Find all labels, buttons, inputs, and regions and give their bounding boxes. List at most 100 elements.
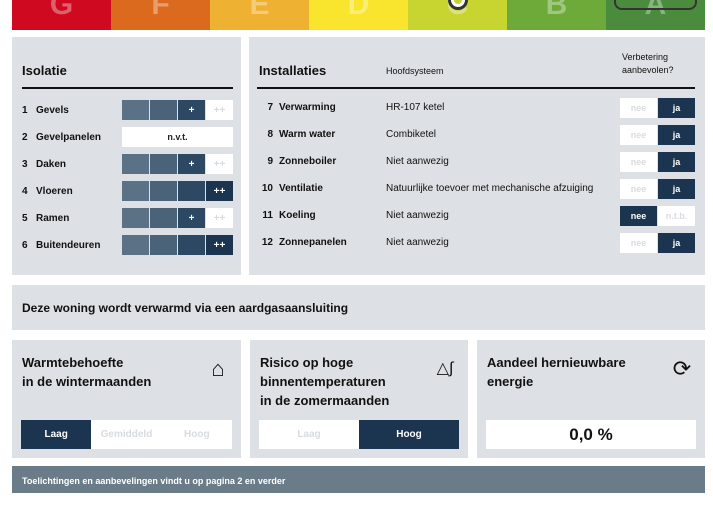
- isolatie-rating: ++: [122, 235, 233, 255]
- row-num: 7: [267, 102, 273, 113]
- label-class-C: C: [408, 0, 507, 30]
- warmte-title: Warmtebehoefte in de wintermaanden: [22, 353, 151, 391]
- rating-cell: ++: [206, 208, 233, 228]
- improvement-nee: nee: [620, 179, 657, 199]
- rating-cell: [150, 154, 177, 174]
- improvement-toggle: nee n.t.b.: [620, 206, 695, 226]
- rating-cell: +: [178, 208, 205, 228]
- isolatie-row: 1 Gevels: [22, 100, 69, 120]
- installatie-row: 8 Warm water Combiketel nee ja: [249, 125, 705, 145]
- row-label: Gevelpanelen: [36, 131, 102, 143]
- rating-cell: ++: [206, 235, 233, 255]
- improvement-nee: nee: [620, 152, 657, 172]
- isolatie-row: 4 Vloeren: [22, 181, 73, 201]
- rating-cell: ++: [206, 100, 233, 120]
- rating-cell: [150, 181, 177, 201]
- row-label: Ventilatie: [279, 183, 323, 194]
- row-label: Verwarming: [279, 102, 336, 113]
- row-system: Combiketel: [386, 129, 437, 140]
- title-line: energie: [487, 374, 534, 389]
- row-number: 4: [22, 185, 28, 197]
- rating-cell: ++: [206, 181, 233, 201]
- installatie-row: 7 Verwarming HR-107 ketel nee ja: [249, 98, 705, 118]
- installaties-panel: Installaties Hoofdsysteem Verbetering aan…: [249, 37, 705, 275]
- improvement-nee: nee: [620, 233, 657, 253]
- rating-cell: [178, 235, 205, 255]
- installaties-title: Installaties: [259, 63, 327, 78]
- improvement-toggle: nee ja: [620, 179, 695, 199]
- risico-panel: Risico op hoge binnentemperaturen in de zo…: [250, 340, 468, 458]
- isolatie-panel: Isolatie 1 Gevels + ++ 2 Gevelpanelen n.v.t. 3 D…: [12, 37, 241, 275]
- rating-cell: [122, 181, 149, 201]
- isolatie-row: 6 Buitendeuren: [22, 235, 100, 255]
- heating-note: Deze woning wordt verwarmd via een aardg…: [22, 301, 349, 315]
- verbetering-header-line: aanbevolen?: [622, 65, 674, 75]
- improvement-toggle: nee ja: [620, 98, 695, 118]
- title-line: binnentemperaturen: [260, 374, 386, 389]
- title-line: in de wintermaanden: [22, 374, 152, 389]
- improvement-ja: ja: [658, 152, 695, 172]
- renewable-share-value: 0,0 %: [486, 420, 696, 449]
- house-heat-icon: ⌂: [211, 356, 225, 381]
- not-applicable: n.v.t.: [122, 127, 233, 147]
- title-line: Warmtebehoefte: [22, 355, 124, 370]
- row-system: Niet aanwezig: [386, 210, 449, 221]
- improvement-nee: nee: [620, 98, 657, 118]
- row-label: Zonnepanelen: [279, 237, 347, 248]
- improvement-toggle: nee ja: [620, 125, 695, 145]
- isolatie-rating: n.v.t.: [122, 127, 233, 147]
- rating-cell: [150, 235, 177, 255]
- row-system: Niet aanwezig: [386, 237, 449, 248]
- rating-cell: [122, 100, 149, 120]
- hoofdsysteem-header: Hoofdsysteem: [386, 66, 444, 76]
- installatie-row: 12 Zonnepanelen Niet aanwezig nee ja: [249, 233, 705, 253]
- row-num: 12: [261, 237, 273, 248]
- scale-option-gemiddeld: Gemiddeld: [91, 420, 162, 449]
- rating-cell: [122, 235, 149, 255]
- isolatie-rating: + ++: [122, 154, 233, 174]
- current-class-marker: [447, 0, 468, 10]
- row-label: Zonneboiler: [279, 156, 337, 167]
- divider: [22, 87, 233, 89]
- rating-cell: +: [178, 100, 205, 120]
- isolatie-row: 3 Daken: [22, 154, 66, 174]
- rating-cell: [178, 181, 205, 201]
- row-label: Warm water: [279, 129, 336, 140]
- row-label: Daken: [36, 158, 67, 170]
- rating-cell: [122, 208, 149, 228]
- row-system: Natuurlijke toevoer met mechanische afzu…: [386, 183, 594, 194]
- improvement-ja: ja: [658, 179, 695, 199]
- label-class-E: E: [210, 0, 309, 30]
- risico-title: Risico op hoge binnentemperaturen in de zo…: [260, 353, 389, 410]
- scale-option-laag: Laag: [21, 420, 92, 449]
- installatie-row: 9 Zonneboiler Niet aanwezig nee ja: [249, 152, 705, 172]
- isolatie-rating: ++: [122, 181, 233, 201]
- improvement-ja: ja: [658, 125, 695, 145]
- footer-note: Toelichtingen en aanbevelingen vindt u o…: [12, 466, 705, 493]
- isolatie-rating: + ++: [122, 100, 233, 120]
- label-class-D: D: [309, 0, 408, 30]
- title-line: Risico op hoge: [260, 355, 354, 370]
- row-number: 3: [22, 158, 28, 170]
- renewable-cycle-icon: ⟳: [672, 356, 692, 381]
- row-number: 5: [22, 212, 28, 224]
- improvement-nee: nee: [620, 125, 657, 145]
- row-label: Ramen: [36, 212, 70, 224]
- title-line: Aandeel hernieuwbare: [487, 355, 626, 370]
- isolatie-rating: + ++: [122, 208, 233, 228]
- row-number: 1: [22, 104, 28, 116]
- label-class-A: A: [606, 0, 705, 30]
- label-class-G: G: [12, 0, 111, 30]
- row-number: 2: [22, 131, 28, 143]
- rating-cell: +: [178, 154, 205, 174]
- label-class-B: B: [507, 0, 606, 30]
- row-number: 6: [22, 239, 28, 251]
- rating-cell: ++: [206, 154, 233, 174]
- improvement-nee: nee: [620, 206, 657, 226]
- row-system: Niet aanwezig: [386, 156, 449, 167]
- row-label: Buitendeuren: [36, 239, 101, 251]
- scale-option-hoog: Hoog: [161, 420, 232, 449]
- improvement-toggle: nee ja: [620, 152, 695, 172]
- rating-cell: [150, 208, 177, 228]
